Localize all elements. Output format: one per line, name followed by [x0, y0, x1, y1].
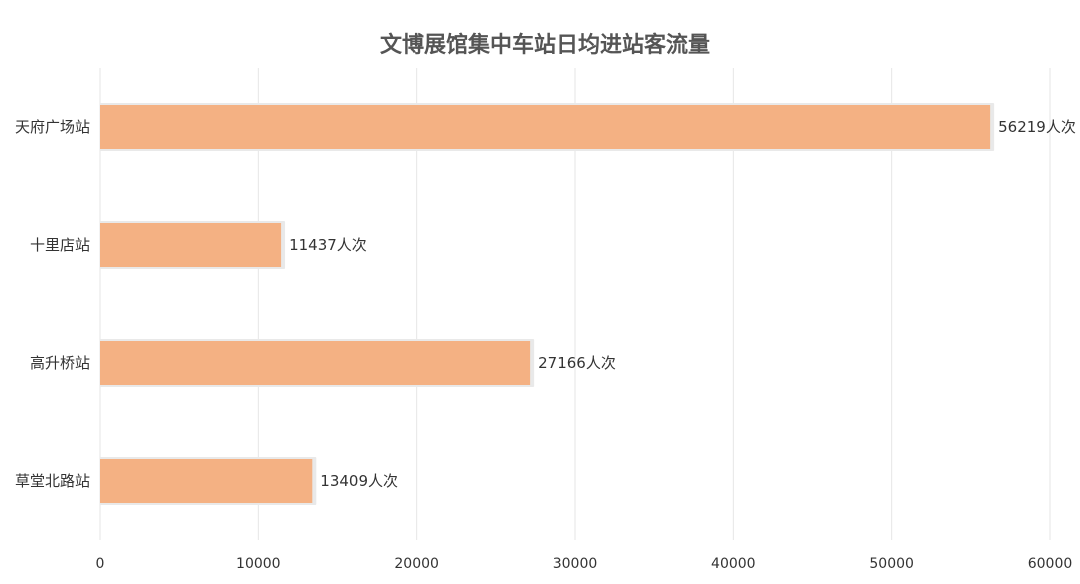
category-label-1: 十里店站	[30, 236, 90, 254]
x-tick-label-0: 0	[96, 556, 105, 572]
x-tick-label-3: 30000	[553, 556, 598, 572]
x-tick-label-6: 60000	[1028, 556, 1073, 572]
data-label-3: 13409人次	[320, 472, 398, 490]
data-label-0: 56219人次	[998, 118, 1076, 136]
bar-3[interactable]	[100, 459, 313, 503]
bar-1[interactable]	[100, 223, 282, 267]
data-label-2: 27166人次	[538, 354, 616, 372]
x-tick-label-2: 20000	[394, 556, 439, 572]
x-tick-label-5: 50000	[869, 556, 914, 572]
category-label-2: 高升桥站	[30, 354, 90, 372]
category-label-0: 天府广场站	[15, 118, 90, 136]
bar-2[interactable]	[100, 341, 531, 385]
category-label-3: 草堂北路站	[15, 472, 90, 490]
data-label-1: 11437人次	[289, 236, 367, 254]
bar-0[interactable]	[100, 105, 991, 149]
x-tick-label-4: 40000	[711, 556, 756, 572]
labels: 0 10000 20000 30000 40000 50000 60000 天府广场站 5621…	[15, 118, 1076, 572]
chart-title: 文博展馆集中车站日均进站客流量	[380, 32, 710, 58]
bars	[100, 103, 995, 505]
x-tick-label-1: 10000	[236, 556, 281, 572]
